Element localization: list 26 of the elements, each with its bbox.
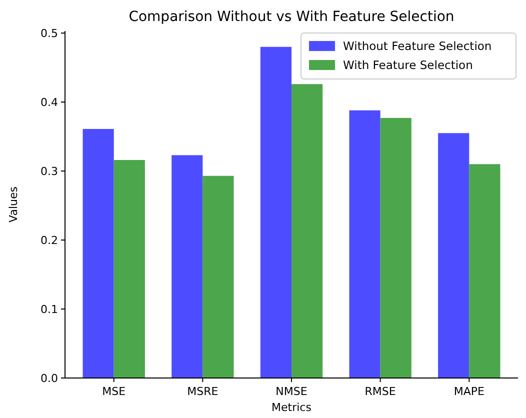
bar — [380, 118, 412, 378]
bar — [349, 110, 380, 378]
legend-label: With Feature Selection — [343, 58, 473, 72]
y-tick-label: 0.4 — [40, 96, 58, 109]
x-tick-label: MSRE — [187, 385, 218, 398]
bar — [469, 164, 500, 378]
bar — [260, 46, 292, 378]
y-tick-label: 0.5 — [40, 26, 58, 40]
legend-label: Without Feature Selection — [343, 39, 492, 53]
bar — [114, 160, 145, 378]
x-tick-label: MSE — [102, 385, 126, 398]
y-axis-title: Values — [7, 186, 20, 222]
bar — [292, 84, 323, 378]
bar — [172, 155, 203, 378]
x-axis-title: Metrics — [272, 401, 312, 414]
x-tick-label: NMSE — [276, 385, 308, 398]
x-tick-label: MAPE — [454, 385, 484, 398]
y-tick-label: 0.0 — [40, 372, 58, 385]
bar — [438, 133, 470, 378]
y-tick-label: 0.3 — [40, 164, 58, 178]
chart-title: Comparison Without vs With Feature Selection — [128, 9, 454, 25]
x-tick-label: RMSE — [364, 385, 396, 398]
bar — [82, 128, 114, 378]
bar — [202, 176, 234, 378]
y-tick-label: 0.1 — [40, 302, 58, 316]
y-tick-label: 0.2 — [40, 234, 58, 247]
